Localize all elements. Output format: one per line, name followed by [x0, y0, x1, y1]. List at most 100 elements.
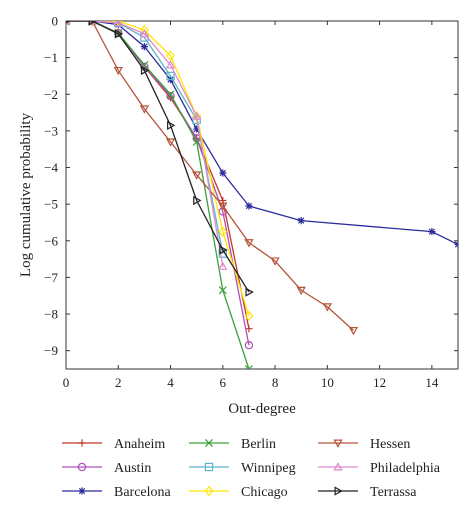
- series-line: [66, 21, 458, 246]
- data-point: [193, 195, 202, 206]
- legend-item-chicago: Chicago: [189, 485, 288, 500]
- legend-item-berlin: Berlin: [189, 437, 276, 452]
- series-line: [66, 21, 224, 254]
- y-tick-label: −3: [44, 123, 58, 138]
- legend-label: Berlin: [241, 437, 276, 452]
- data-point: [140, 65, 150, 76]
- legend-label: Terrassa: [370, 485, 417, 500]
- data-point: [244, 364, 253, 369]
- data-point: [244, 239, 254, 248]
- y-tick-label: −1: [44, 50, 58, 65]
- data-point: [454, 240, 458, 249]
- y-tick-label: −9: [44, 343, 58, 358]
- data-point: [192, 171, 202, 180]
- data-point: [66, 21, 71, 24]
- x-tick-label: 4: [167, 375, 174, 390]
- data-point: [297, 217, 305, 225]
- data-point: [113, 66, 123, 76]
- data-point: [244, 310, 254, 322]
- data-point: [88, 21, 97, 26]
- x-tick-label: 14: [425, 375, 439, 390]
- data-point: [218, 202, 228, 211]
- data-point: [244, 340, 254, 350]
- legend-label: Hessen: [370, 437, 410, 452]
- legend-marker: [204, 438, 214, 448]
- data-point: [114, 28, 123, 38]
- series-line: [66, 21, 224, 267]
- data-point: [192, 110, 202, 122]
- y-tick-label: 0: [52, 14, 59, 29]
- legend-marker: [78, 487, 86, 495]
- data-point: [87, 21, 97, 25]
- data-point: [113, 21, 123, 27]
- data-point: [166, 90, 175, 99]
- y-tick-label: −7: [44, 270, 58, 285]
- data-point: [245, 325, 253, 333]
- legend-marker: [204, 485, 214, 497]
- legend-label: Winnipeg: [241, 461, 296, 476]
- data-point: [219, 245, 228, 255]
- x-tick-label: 2: [115, 375, 122, 390]
- data-point: [245, 287, 254, 297]
- data-point: [245, 202, 253, 210]
- legend-label: Philadelphia: [370, 461, 441, 476]
- series-layer: [66, 21, 458, 369]
- series-barcelona: [66, 21, 458, 249]
- legend-item-terrassa: Terrassa: [318, 485, 417, 500]
- y-tick-label: −4: [44, 160, 58, 175]
- data-point: [348, 327, 359, 336]
- y-tick-label: −8: [44, 307, 58, 322]
- legend-label: Austin: [114, 461, 151, 476]
- x-tick-label: 8: [272, 375, 279, 390]
- legend-item-barcelona: Barcelona: [62, 485, 172, 500]
- data-point: [139, 28, 150, 38]
- series-line: [66, 21, 250, 369]
- series-line: [66, 21, 250, 346]
- data-point: [166, 71, 175, 81]
- legend-item-anaheim: Anaheim: [62, 437, 165, 452]
- tick-labels: 0 2 4 6 8 10 12 14 0 −1 −2 −3 −4 −5 −6 −7 −8 −9: [44, 14, 439, 391]
- data-point: [270, 257, 280, 266]
- data-point: [193, 125, 201, 133]
- legend-item-austin: Austin: [62, 461, 151, 476]
- series-terrassa: [66, 21, 254, 297]
- data-point: [114, 29, 124, 39]
- data-point: [166, 91, 175, 101]
- legend-marker: [334, 486, 343, 496]
- legend-marker: [204, 462, 214, 472]
- x-tick-label: 6: [220, 375, 227, 390]
- y-tick-label: −5: [44, 197, 58, 212]
- data-point: [192, 111, 202, 120]
- data-point: [218, 286, 227, 295]
- legend-item-winnipeg: Winnipeg: [189, 461, 296, 476]
- y-axis-label: Log cumulative probability: [18, 112, 34, 277]
- data-point: [428, 228, 436, 236]
- data-point: [192, 137, 201, 146]
- legend-marker: [333, 462, 343, 471]
- legend: Anaheim Austin Barcelona Berlin Winnipeg Chic…: [62, 437, 441, 500]
- data-point: [167, 120, 176, 131]
- legend-item-hessen: Hessen: [318, 437, 410, 452]
- data-point: [165, 138, 176, 147]
- legend-marker: [78, 439, 86, 447]
- legend-item-philadelphia: Philadelphia: [318, 461, 441, 476]
- data-point: [218, 261, 228, 270]
- data-point: [140, 43, 148, 51]
- plot-frame: [65, 20, 459, 370]
- series-line: [66, 21, 250, 293]
- series-philadelphia: [66, 21, 228, 270]
- data-point: [165, 60, 176, 69]
- data-point: [219, 169, 227, 177]
- legend-label: Chicago: [241, 485, 288, 500]
- legend-label: Anaheim: [114, 437, 165, 452]
- y-tick-label: −2: [44, 87, 58, 102]
- y-tick-label: −6: [44, 233, 58, 248]
- x-axis-label: Out-degree: [228, 401, 296, 417]
- data-point: [296, 286, 306, 296]
- series-berlin: [66, 21, 253, 369]
- x-tick-label: 10: [321, 375, 334, 390]
- x-tick-label: 12: [373, 375, 386, 390]
- series-austin: [66, 21, 254, 350]
- x-tick-label: 0: [63, 375, 70, 390]
